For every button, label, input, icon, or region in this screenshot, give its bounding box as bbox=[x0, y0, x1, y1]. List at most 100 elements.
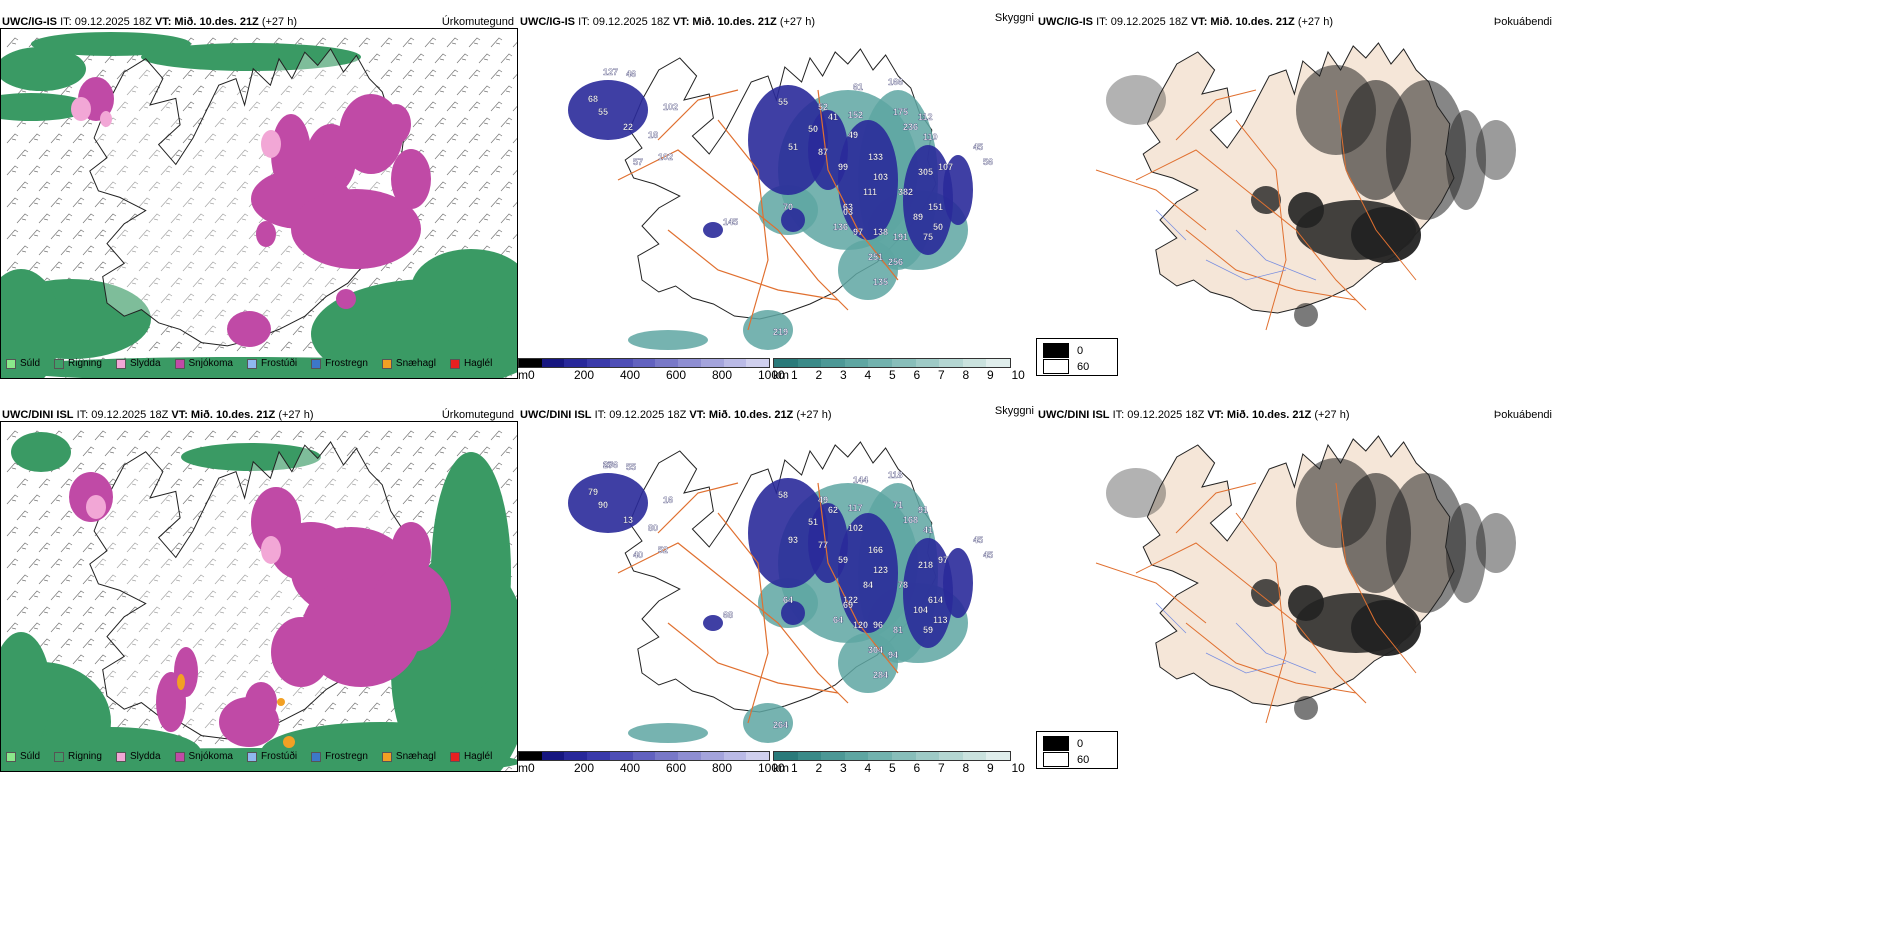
ceiling-value: 133 bbox=[868, 152, 883, 162]
ceiling-value: 87 bbox=[818, 147, 828, 157]
roads bbox=[617, 89, 899, 331]
ceiling-colorbar-labels: m 0 200 400 600 800 1000 bbox=[518, 761, 785, 772]
colorbar-segment bbox=[746, 359, 770, 367]
fog-area bbox=[1106, 468, 1166, 518]
ceiling-tick: 800 bbox=[712, 368, 733, 379]
snow-area bbox=[219, 697, 279, 747]
legend-label: Haglél bbox=[463, 358, 493, 369]
fog-area bbox=[1351, 600, 1421, 656]
snow-area bbox=[336, 289, 356, 309]
legend-item: Snjókoma bbox=[174, 358, 233, 369]
snow-area bbox=[371, 562, 451, 652]
legend-item: Haglél bbox=[449, 751, 493, 762]
field-name: Skyggni bbox=[994, 405, 1034, 417]
ceiling-value: 45 bbox=[973, 535, 983, 545]
ceiling-area bbox=[781, 601, 805, 625]
ceiling-value: 77 bbox=[818, 540, 828, 550]
lead-time: (+27 h) bbox=[1314, 409, 1350, 421]
ceiling-value: 304 bbox=[868, 645, 883, 655]
visibility-colorbar-labels: km 1 2 3 4 5 6 7 8 9 10 bbox=[773, 368, 1025, 379]
ceiling-value: 49 bbox=[848, 130, 858, 140]
visibility-tick: 7 bbox=[938, 368, 945, 379]
rain-area bbox=[0, 632, 51, 752]
fog-area bbox=[1446, 110, 1486, 210]
ceiling-value: 51 bbox=[808, 517, 818, 527]
legend-label: Rigning bbox=[68, 358, 102, 369]
visibility-tick: 10 bbox=[1011, 761, 1025, 772]
fog-area bbox=[1251, 579, 1281, 607]
rain-area bbox=[141, 43, 361, 71]
visibility-tick: 8 bbox=[962, 761, 970, 772]
valid-time: VT: Mið. 10.des. 21Z bbox=[672, 16, 777, 28]
colorbar-segment bbox=[519, 359, 542, 367]
snow-area bbox=[271, 522, 351, 582]
ceiling-value: 256 bbox=[888, 257, 903, 267]
ceiling-value: 45 bbox=[983, 550, 993, 560]
colorbar-segment bbox=[723, 752, 747, 760]
ceiling-area bbox=[568, 473, 648, 533]
ceiling-value: 90 bbox=[598, 500, 608, 510]
ceiling-value: 84 bbox=[863, 580, 873, 590]
fog-panel: UWC/IG-IS IT: 09.12.2025 18Z VT: Mið. 10… bbox=[1036, 12, 1554, 342]
ceiling-value: 166 bbox=[888, 77, 903, 87]
legend-item: Súld bbox=[6, 358, 40, 369]
ceiling-value: 138 bbox=[873, 227, 888, 237]
visibility-area bbox=[628, 330, 708, 350]
ceiling-tick: 1000 bbox=[758, 368, 785, 379]
ceiling-area bbox=[838, 513, 898, 633]
rivers bbox=[1155, 602, 1317, 674]
colorbar-segment bbox=[632, 752, 656, 760]
ceiling-value: 03 bbox=[843, 207, 853, 217]
colorbar-segment bbox=[915, 752, 940, 760]
ice-pellet-area bbox=[277, 698, 285, 706]
legend-label: Rigning bbox=[68, 751, 102, 762]
visibility-tick: 2 bbox=[815, 761, 823, 772]
model-name: UWC/IG-IS bbox=[520, 16, 575, 28]
legend-swatch bbox=[246, 751, 257, 762]
legend-swatch bbox=[174, 751, 185, 762]
visibility-tick: 6 bbox=[913, 761, 921, 772]
ceiling-value: 113 bbox=[933, 615, 948, 625]
ceiling-value: 218 bbox=[918, 560, 933, 570]
ceiling-value: 81 bbox=[893, 625, 903, 635]
panel-title: UWC/IG-IS IT: 09.12.2025 18Z VT: Mið. 10… bbox=[1038, 16, 1333, 29]
visibility-panel: UWC/IG-IS IT: 09.12.2025 18Z VT: Mið. 10… bbox=[518, 12, 1036, 379]
ceiling-value: 614 bbox=[928, 595, 943, 605]
ceiling-value: 51 bbox=[788, 142, 798, 152]
fog-area bbox=[1386, 473, 1466, 613]
ceiling-value: 305 bbox=[918, 167, 933, 177]
ceiling-value: 50 bbox=[808, 124, 818, 134]
rivers bbox=[1155, 209, 1317, 281]
colorbar-segment bbox=[868, 359, 892, 367]
ceiling-value: 69 bbox=[843, 600, 853, 610]
ceiling-unit: m bbox=[518, 761, 528, 772]
precip-map bbox=[0, 28, 518, 379]
ceiling-value: 112 bbox=[918, 112, 933, 122]
ceiling-value: 118 bbox=[888, 470, 903, 480]
visibility-colorbar-labels: km 1 2 3 4 5 6 7 8 9 10 bbox=[773, 761, 1025, 772]
legend-label: Haglél bbox=[463, 751, 493, 762]
colorbar-segment bbox=[632, 359, 656, 367]
roads bbox=[617, 482, 899, 724]
ceiling-value: 68 bbox=[723, 610, 733, 620]
visibility-tick: 7 bbox=[938, 761, 945, 772]
ceiling-value: 120 bbox=[853, 620, 868, 630]
legend-swatch bbox=[246, 358, 257, 369]
ceiling-value: 55 bbox=[626, 462, 636, 472]
ceiling-area bbox=[808, 503, 848, 583]
ceiling-value: 79 bbox=[588, 487, 598, 497]
ceiling-value: 55 bbox=[778, 97, 788, 107]
fog-area bbox=[1476, 120, 1516, 180]
ceiling-value: 91 bbox=[918, 505, 928, 515]
colorbar-segment bbox=[939, 359, 963, 367]
snow-area bbox=[391, 522, 431, 582]
visibility-area bbox=[838, 240, 898, 300]
field-name: Úrkomutegund bbox=[441, 16, 514, 28]
ceiling-area bbox=[781, 208, 805, 232]
colorbar-segment bbox=[939, 752, 963, 760]
colorbar-segment bbox=[821, 752, 845, 760]
legend-swatch bbox=[449, 751, 460, 762]
ceiling-value: 45 bbox=[973, 142, 983, 152]
